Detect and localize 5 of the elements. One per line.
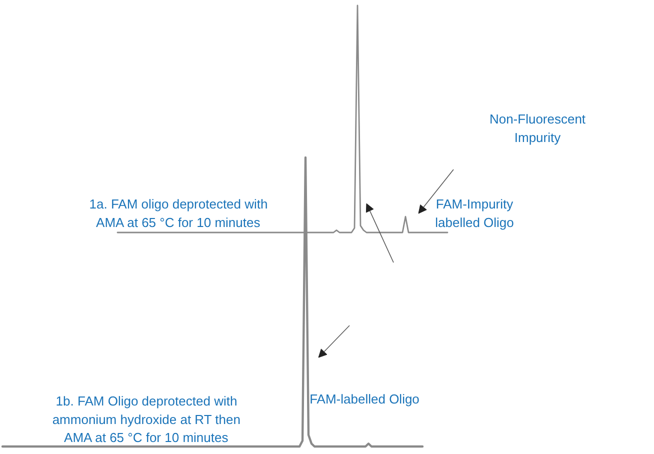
annotation: FAM-Impurity labelled Oligo — [435, 196, 514, 230]
annotation: 1b. FAM Oligo deprotected with ammonium hydroxide at RT then AMA at 65 °C for 10 minutes — [52, 394, 240, 446]
annotation: FAM-labelled Oligo — [310, 392, 420, 406]
annotation: 1a. FAM oligo deprotected with AMA at 65 °C for 10 minutes — [89, 196, 268, 230]
text: Non-Fluorescent Impurity — [489, 112, 586, 145]
